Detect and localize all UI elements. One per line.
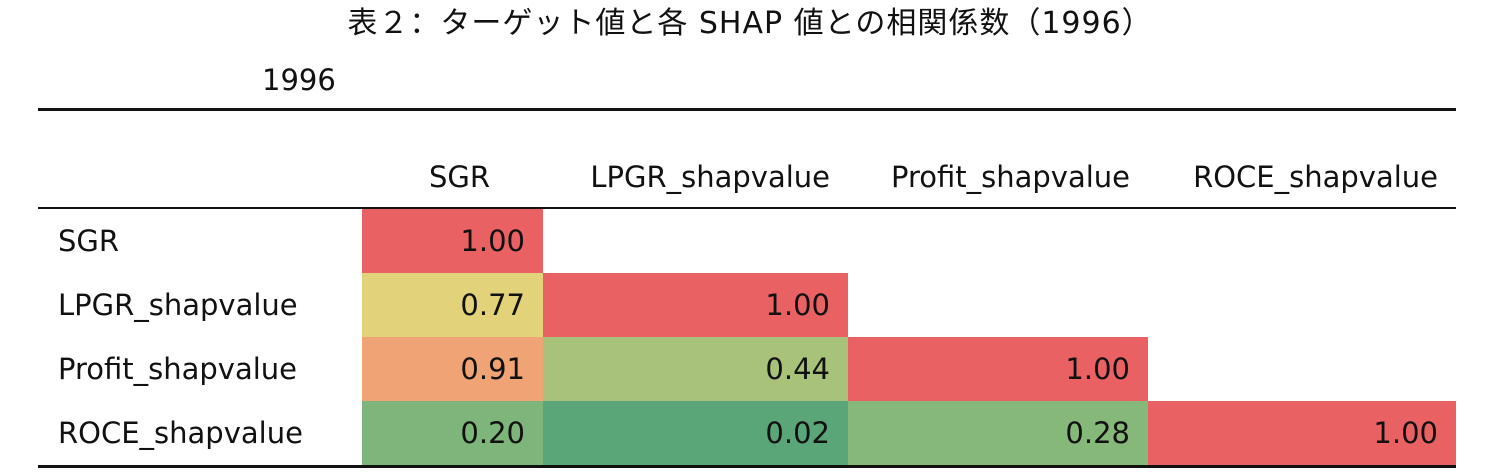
correlation-cell: 0.28 [848,401,1148,465]
header-rule [38,207,1456,209]
correlation-cell: 1.00 [362,209,543,273]
bottom-rule [38,465,1456,468]
row-label-roce: ROCE_shapvalue [58,416,303,450]
row-label-sgr: SGR [58,224,120,258]
correlation-cell: 1.00 [848,337,1148,401]
correlation-cell: 1.00 [1148,401,1456,465]
correlation-cell: 0.91 [362,337,543,401]
correlation-cell: 0.77 [362,273,543,337]
column-header-lpgr: LPGR_shapvalue [590,160,830,194]
table-title: 表２：ターゲット値と各 SHAP 値との相関係数（1996） [347,6,1153,41]
correlation-cell: 1.00 [543,273,848,337]
correlation-cell: 0.20 [362,401,543,465]
correlation-cell: 0.44 [543,337,848,401]
top-rule [38,108,1456,111]
column-header-sgr: SGR [428,160,490,194]
row-label-lpgr: LPGR_shapvalue [58,288,298,322]
year-label: 1996 [262,63,336,97]
row-label-profit: Profit_shapvalue [58,352,298,386]
column-header-roce: ROCE_shapvalue [1193,160,1438,194]
column-header-profit: Profit_shapvalue [890,160,1130,194]
correlation-cell: 0.02 [543,401,848,465]
